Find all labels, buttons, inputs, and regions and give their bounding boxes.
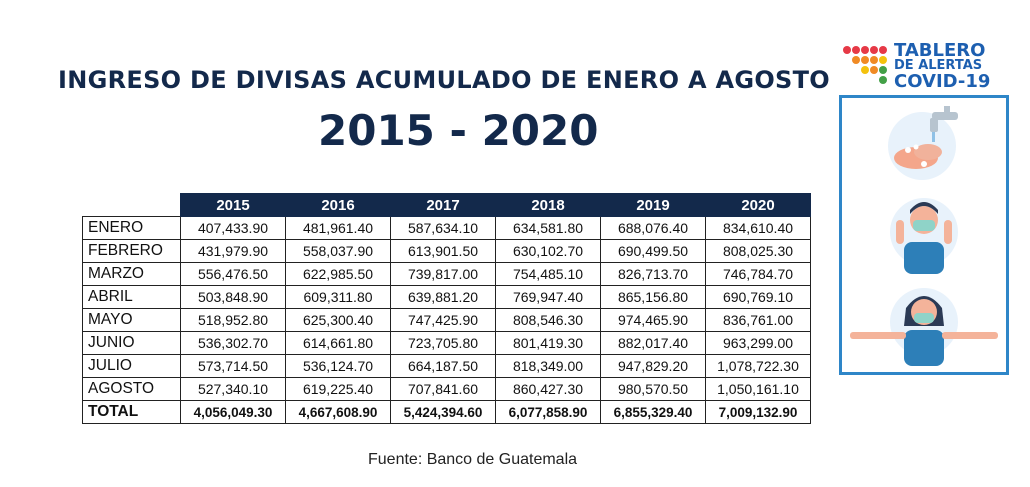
- column-header-2015: 2015: [180, 193, 286, 217]
- value-cell: 865,156.80: [600, 285, 706, 309]
- year-range-subtitle: 2015 - 2020: [318, 106, 599, 155]
- value-cell: 860,427.30: [495, 377, 601, 401]
- row-label: JUNIO: [82, 331, 181, 355]
- table-row: JUNIO 536,302.70 614,661.80 723,705.80 801,4…: [82, 331, 811, 355]
- column-header-2017: 2017: [390, 193, 496, 217]
- value-cell: 834,610.40: [705, 216, 811, 240]
- value-cell: 664,187.50: [390, 354, 496, 378]
- value-cell: 769,947.40: [495, 285, 601, 309]
- value-cell: 747,425.90: [390, 308, 496, 332]
- row-label: MAYO: [82, 308, 181, 332]
- logo-line-2: DE ALERTAS: [894, 58, 983, 73]
- face-mask-man-icon: [890, 198, 958, 274]
- table-row: ABRIL 503,848.90 609,311.80 639,881.20 769,9…: [82, 285, 811, 309]
- table-body: ENERO 407,433.90 481,961.40 587,634.10 634,5…: [82, 216, 811, 424]
- table-row: MAYO 518,952.80 625,300.40 747,425.90 808,54…: [82, 308, 811, 332]
- value-cell: 407,433.90: [180, 216, 286, 240]
- table-row: MARZO 556,476.50 622,985.50 739,817.00 754,4…: [82, 262, 811, 286]
- value-cell: 980,570.50: [600, 377, 706, 401]
- value-cell: 613,901.50: [390, 239, 496, 263]
- value-cell: 619,225.40: [285, 377, 391, 401]
- value-cell: 5,424,394.60: [390, 400, 496, 424]
- row-label: ABRIL: [82, 285, 181, 309]
- value-cell: 614,661.80: [285, 331, 391, 355]
- corner-cell: [82, 193, 181, 217]
- value-cell: 7,009,132.90: [705, 400, 811, 424]
- value-cell: 639,881.20: [390, 285, 496, 309]
- value-cell: 481,961.40: [285, 216, 391, 240]
- row-label: TOTAL: [82, 400, 181, 424]
- value-cell: 808,546.30: [495, 308, 601, 332]
- logo-dots-icon: [843, 46, 887, 84]
- page-title: INGRESO DE DIVISAS ACUMULADO DE ENERO A …: [58, 66, 831, 94]
- face-mask-distancing-woman-icon: [850, 288, 998, 366]
- value-cell: 947,829.20: [600, 354, 706, 378]
- value-cell: 836,761.00: [705, 308, 811, 332]
- logo-line-3: COVID-19: [894, 71, 991, 92]
- value-cell: 558,037.90: [285, 239, 391, 263]
- value-cell: 882,017.40: [600, 331, 706, 355]
- table-row: ENERO 407,433.90 481,961.40 587,634.10 634,5…: [82, 216, 811, 240]
- value-cell: 690,769.10: [705, 285, 811, 309]
- value-cell: 1,078,722.30: [705, 354, 811, 378]
- value-cell: 826,713.70: [600, 262, 706, 286]
- value-cell: 609,311.80: [285, 285, 391, 309]
- column-header-2018: 2018: [495, 193, 601, 217]
- value-cell: 963,299.00: [705, 331, 811, 355]
- column-header-2019: 2019: [600, 193, 706, 217]
- value-cell: 634,581.80: [495, 216, 601, 240]
- value-cell: 431,979.90: [180, 239, 286, 263]
- logo-line-1: TABLERO: [894, 40, 986, 61]
- table-row: AGOSTO 527,340.10 619,225.40 707,841.60 860,…: [82, 377, 811, 401]
- value-cell: 503,848.90: [180, 285, 286, 309]
- value-cell: 622,985.50: [285, 262, 391, 286]
- total-row: TOTAL 4,056,049.30 4,667,608.90 5,424,394.6…: [82, 400, 811, 424]
- value-cell: 587,634.10: [390, 216, 496, 240]
- value-cell: 707,841.60: [390, 377, 496, 401]
- value-cell: 6,077,858.90: [495, 400, 601, 424]
- value-cell: 573,714.50: [180, 354, 286, 378]
- data-table: 2015 2016 2017 2018 2019 2020 ENERO 407,4…: [82, 193, 811, 424]
- value-cell: 630,102.70: [495, 239, 601, 263]
- value-cell: 754,485.10: [495, 262, 601, 286]
- value-cell: 536,302.70: [180, 331, 286, 355]
- value-cell: 688,076.40: [600, 216, 706, 240]
- value-cell: 690,499.50: [600, 239, 706, 263]
- tablero-alertas-logo: TABLERO DE ALERTAS COVID-19: [842, 42, 1012, 92]
- table-row: JULIO 573,714.50 536,124.70 664,187.50 818,3…: [82, 354, 811, 378]
- row-label: JULIO: [82, 354, 181, 378]
- value-cell: 4,056,049.30: [180, 400, 286, 424]
- value-cell: 739,817.00: [390, 262, 496, 286]
- column-header-2016: 2016: [285, 193, 391, 217]
- value-cell: 518,952.80: [180, 308, 286, 332]
- value-cell: 801,419.30: [495, 331, 601, 355]
- value-cell: 625,300.40: [285, 308, 391, 332]
- column-header-2020: 2020: [705, 193, 811, 217]
- logo-text: TABLERO DE ALERTAS COVID-19: [894, 40, 991, 92]
- value-cell: 556,476.50: [180, 262, 286, 286]
- value-cell: 808,025.30: [705, 239, 811, 263]
- table-row: FEBRERO 431,979.90 558,037.90 613,901.50 630…: [82, 239, 811, 263]
- row-label: FEBRERO: [82, 239, 181, 263]
- value-cell: 527,340.10: [180, 377, 286, 401]
- value-cell: 536,124.70: [285, 354, 391, 378]
- value-cell: 1,050,161.10: [705, 377, 811, 401]
- prevention-illustrations-panel: [839, 95, 1009, 375]
- hand-washing-icon: [888, 106, 958, 180]
- value-cell: 6,855,329.40: [600, 400, 706, 424]
- row-label: ENERO: [82, 216, 181, 240]
- row-label: AGOSTO: [82, 377, 181, 401]
- value-cell: 723,705.80: [390, 331, 496, 355]
- value-cell: 974,465.90: [600, 308, 706, 332]
- source-note: Fuente: Banco de Guatemala: [368, 451, 578, 468]
- value-cell: 746,784.70: [705, 262, 811, 286]
- table-header-row: 2015 2016 2017 2018 2019 2020: [82, 193, 811, 217]
- row-label: MARZO: [82, 262, 181, 286]
- value-cell: 818,349.00: [495, 354, 601, 378]
- value-cell: 4,667,608.90: [285, 400, 391, 424]
